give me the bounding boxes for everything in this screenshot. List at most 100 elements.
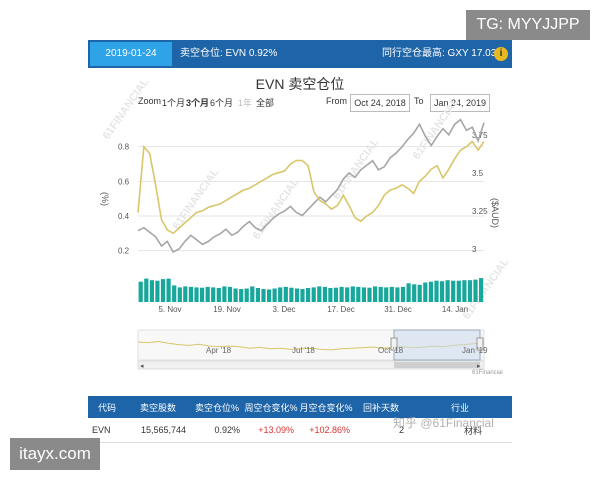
volume-bar (149, 280, 154, 302)
left-axis-label: (%) (100, 192, 110, 206)
navigator-label: Oct '18 (378, 346, 404, 355)
volume-bar (322, 286, 327, 302)
bg-watermark: 61FINANCIAL (331, 136, 382, 202)
cell-monthly-change: +102.86% (298, 418, 354, 443)
volume-bar (205, 286, 210, 302)
from-date-input[interactable]: Oct 24, 2018 (350, 94, 410, 112)
table-header-row: 代码 卖空股数 卖空仓位% 周空仓变化% 月空仓变化% 回补天数 行业 (88, 396, 512, 418)
chart-title: EVN 卖空仓位 (255, 76, 345, 92)
x-tick-label: 17. Dec (327, 305, 355, 314)
scroll-left-icon[interactable]: ◂ (140, 363, 144, 370)
zoom-6m-button[interactable]: 6个月 (210, 98, 234, 108)
cell-days-to-cover: 2 (354, 418, 408, 443)
x-tick-label: 14. Jan (442, 305, 468, 314)
navigator-scrollbar[interactable] (137, 360, 485, 370)
volume-bar (172, 285, 177, 302)
right-axis-label: ($AUD) (490, 198, 500, 228)
volume-bar (434, 280, 439, 302)
navigator-right-handle[interactable] (476, 337, 484, 351)
volume-bar (183, 286, 188, 302)
from-label: From (326, 96, 347, 106)
info-icon[interactable]: i (494, 47, 508, 61)
cell-short-shares: 15,565,744 (126, 418, 190, 443)
volume-bar (166, 278, 171, 302)
zoom-1y-button[interactable]: 1年 (238, 98, 253, 108)
short-position-panel: 2019-01-24 卖空仓位: EVN 0.92% 同行空仓最高: GXY 1… (88, 40, 512, 378)
volume-bar (333, 287, 339, 302)
volume-bar (138, 281, 143, 302)
volume-bar (244, 288, 249, 302)
volume-bar (378, 286, 383, 302)
x-tick-label: 31. Dec (384, 305, 412, 314)
peer-highest-text: 同行空仓最高: GXY 17.03% (382, 48, 506, 59)
volume-bar (211, 287, 216, 302)
volume-bar (267, 289, 272, 302)
x-tick-label: 3. Dec (272, 305, 295, 314)
bg-watermark: 61FINANCIAL (171, 166, 222, 232)
volume-bar (440, 281, 445, 302)
volume-bar (367, 287, 372, 302)
volume-bar (479, 278, 484, 302)
volume-bar (216, 288, 221, 302)
volume-bar (384, 287, 389, 302)
cell-weekly-change: +13.09% (244, 418, 298, 443)
volume-bar (278, 287, 283, 302)
volume-bar (200, 287, 205, 302)
volume-bar (451, 280, 456, 302)
site-watermark: itayx.com (10, 438, 100, 470)
zhihu-watermark: 知乎 @61Financial (393, 416, 494, 430)
cell-short-pct: 0.92% (190, 418, 244, 443)
volume-bar (423, 282, 428, 302)
volume-bar (456, 280, 461, 302)
zoom-3m-button[interactable]: 3个月 (186, 98, 210, 108)
volume-bar (328, 288, 333, 302)
volume-bar (345, 287, 350, 302)
price-series-line (137, 118, 485, 254)
volume-bar (255, 288, 260, 302)
navigator-selection[interactable] (393, 329, 481, 361)
col-weekly-change: 周空仓变化% (244, 396, 298, 418)
volume-bar (389, 286, 394, 302)
volume-bar (356, 286, 361, 302)
scrollbar-thumb[interactable] (394, 362, 480, 368)
volume-bar (177, 287, 182, 302)
to-date-input[interactable]: Jan 24, 2019 (430, 94, 490, 112)
volume-bar (350, 286, 355, 302)
volume-bar (373, 286, 378, 302)
bg-watermark: 61FINANCIAL (101, 76, 152, 142)
volume-bar (300, 289, 305, 302)
navigator-left-handle[interactable] (390, 337, 398, 351)
volume-bar (417, 284, 422, 302)
col-sector: 行业 (408, 396, 512, 418)
volume-bar (428, 281, 433, 302)
col-short-pct: 卖空仓位% (190, 396, 244, 418)
volume-bar (239, 289, 244, 302)
volume-bar (233, 288, 238, 302)
volume-bar (160, 279, 166, 302)
date-badge: 2019-01-24 (90, 42, 172, 66)
left-tick-label: 0.8 (118, 143, 130, 152)
volume-bar (272, 288, 277, 302)
volume-bar (473, 279, 478, 302)
to-label: To (414, 96, 424, 106)
navigator-label: Jan '19 (462, 346, 488, 355)
volume-bar (155, 280, 160, 302)
info-bar: 2019-01-24 卖空仓位: EVN 0.92% 同行空仓最高: GXY 1… (88, 40, 512, 68)
volume-bar (339, 286, 344, 302)
left-tick-label: 0.6 (118, 177, 130, 186)
x-tick-label: 19. Nov (213, 305, 241, 314)
col-monthly-change: 月空仓变化% (298, 396, 354, 418)
volume-bar (462, 280, 467, 302)
zoom-all-button[interactable]: 全部 (256, 98, 275, 108)
zoom-1m-button[interactable]: 1个月 (162, 98, 186, 108)
volume-bar (194, 287, 199, 302)
left-tick-label: 0.2 (118, 247, 130, 256)
telegram-watermark: TG: MYYJJPP (466, 10, 590, 40)
col-code: 代码 (88, 396, 126, 418)
volume-bar (222, 286, 227, 302)
col-short-shares: 卖空股数 (126, 396, 190, 418)
volume-bar (289, 287, 294, 302)
x-tick-label: 5. Nov (158, 305, 181, 314)
scroll-right-icon[interactable]: ▸ (477, 363, 481, 370)
navigator-label: Jul '18 (292, 346, 315, 355)
